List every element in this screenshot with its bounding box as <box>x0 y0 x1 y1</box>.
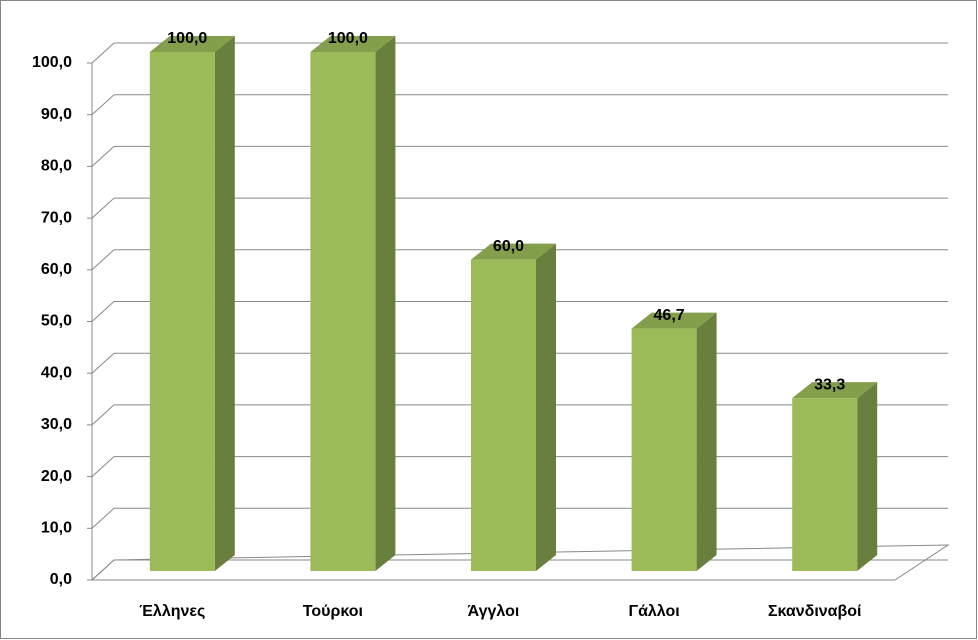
y-tick-label: 70,0 <box>41 209 72 226</box>
y-tick-label: 0,0 <box>50 571 72 588</box>
y-tick-label: 40,0 <box>41 364 72 381</box>
bar-side <box>857 382 878 571</box>
grid-line <box>91 404 115 426</box>
value-label: 100,0 <box>328 30 368 47</box>
bar-top <box>792 382 878 399</box>
value-label: 33,3 <box>814 376 845 393</box>
y-tick-label: 80,0 <box>41 158 72 175</box>
value-label: 46,7 <box>654 307 685 324</box>
bar-top <box>149 36 235 52</box>
bar <box>149 52 215 571</box>
grid-line <box>91 456 115 477</box>
y-tick-label: 20,0 <box>41 468 72 485</box>
y-tick-label: 10,0 <box>41 520 72 537</box>
grid-line <box>91 301 115 322</box>
bar-side <box>536 243 556 571</box>
bar <box>471 259 536 571</box>
x-tick-label: Γάλλοι <box>628 603 679 620</box>
bar-top <box>631 312 717 329</box>
grid-line <box>91 352 115 374</box>
x-tick-label: Σκανδιναβοί <box>768 603 862 620</box>
bar-side <box>696 312 717 571</box>
grid-line <box>91 146 115 167</box>
grid-line <box>91 94 115 116</box>
bar-top <box>471 243 556 260</box>
y-tick-label: 60,0 <box>41 261 72 278</box>
y-tick-label: 100,0 <box>32 54 72 71</box>
value-label: 100,0 <box>167 30 207 47</box>
grid-line <box>91 42 115 64</box>
bar-top <box>310 36 396 52</box>
bar <box>792 398 858 571</box>
x-tick-label: Άγγλοι <box>468 603 520 620</box>
grid-line <box>91 507 115 529</box>
y-tick-label: 30,0 <box>41 416 72 433</box>
x-tick-label: Έλληνες <box>139 603 205 620</box>
y-tick-label: 50,0 <box>41 313 72 330</box>
bar <box>631 328 697 571</box>
grid-line <box>91 249 115 271</box>
x-tick-label: Τούρκοι <box>303 603 363 620</box>
grid-line <box>91 197 115 219</box>
bar-side <box>375 36 396 571</box>
value-label: 60,0 <box>493 238 524 255</box>
bar <box>310 52 376 571</box>
y-tick-label: 90,0 <box>41 106 72 123</box>
bar-side <box>214 36 235 571</box>
grid-line <box>91 559 115 581</box>
